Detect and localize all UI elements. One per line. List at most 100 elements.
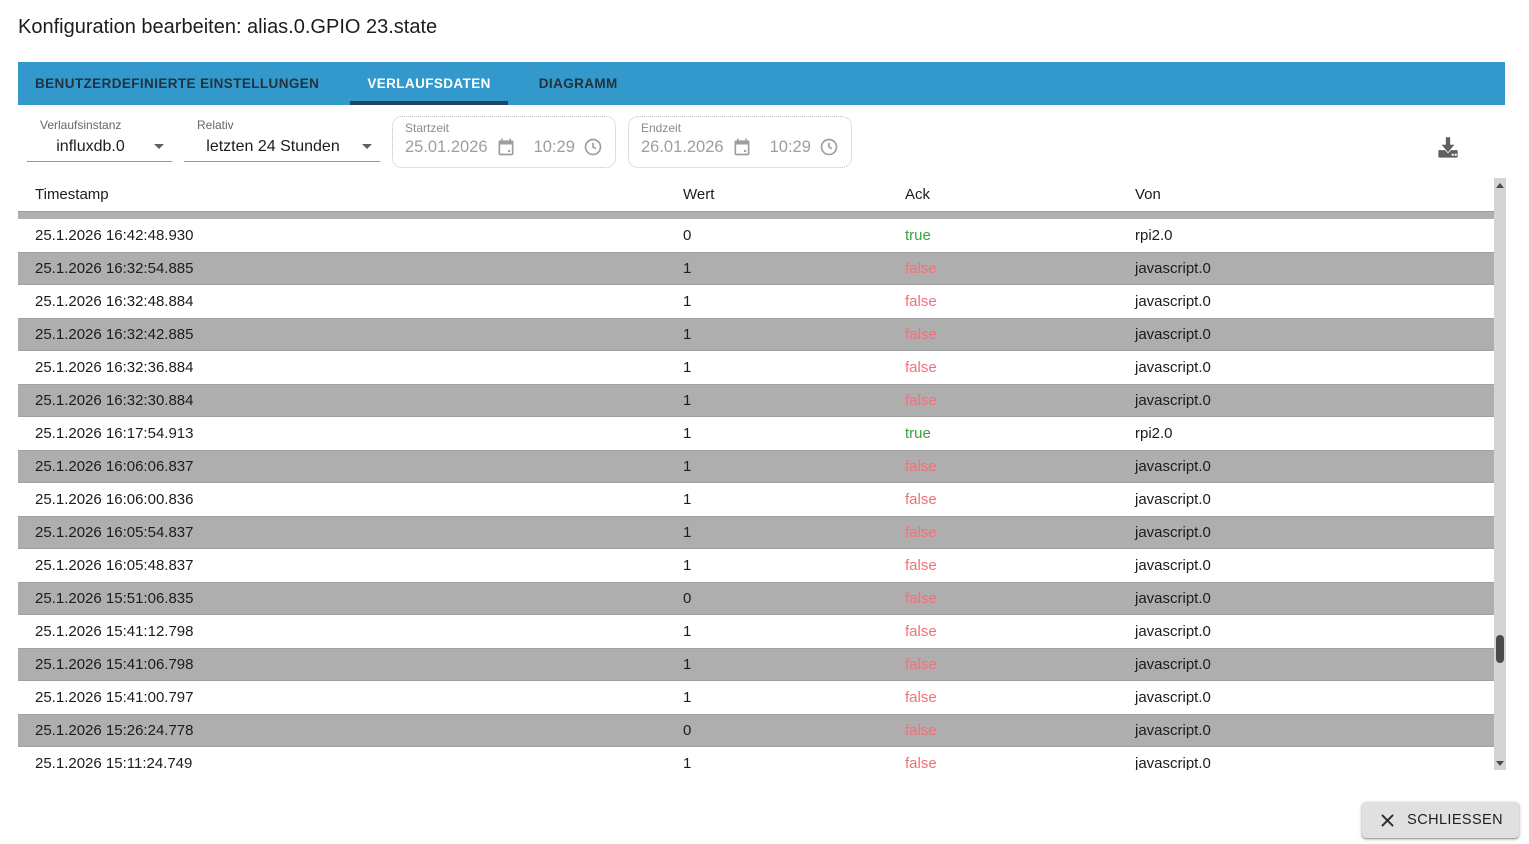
cell-von: rpi2.0	[1135, 227, 1173, 244]
cell-ack: false	[905, 557, 937, 574]
table-row: 25.1.2026 16:32:36.884 1 false javascrip…	[18, 351, 1494, 384]
table-row: 25.1.2026 16:32:48.884 1 false javascrip…	[18, 285, 1494, 318]
table-body: 25.1.2026 16:42:48.930 0 true rpi2.0 25.…	[18, 219, 1494, 770]
close-button-label: SCHLIESSEN	[1407, 812, 1503, 828]
cell-ack: false	[905, 260, 937, 277]
filter-toolbar: Verlaufsinstanz influxdb.0 Relativ letzt…	[18, 110, 1505, 176]
tab-history-data[interactable]: VERLAUFSDATEN	[350, 62, 507, 105]
dialog-title: Konfiguration bearbeiten: alias.0.GPIO 2…	[18, 16, 438, 38]
cell-ack: false	[905, 722, 937, 739]
cell-timestamp: 25.1.2026 16:32:36.884	[35, 359, 194, 376]
cell-ack: false	[905, 359, 937, 376]
cell-ack: true	[905, 425, 931, 442]
cell-timestamp: 25.1.2026 15:11:24.749	[35, 755, 193, 770]
clock-icon[interactable]	[819, 137, 839, 157]
cell-timestamp: 25.1.2026 16:06:00.836	[35, 491, 194, 508]
cell-timestamp: 25.1.2026 15:41:06.798	[35, 656, 194, 673]
column-header-wert: Wert	[683, 186, 715, 203]
relative-range-select[interactable]: letzten 24 Stunden	[184, 132, 380, 162]
cell-timestamp: 25.1.2026 15:41:00.797	[35, 689, 194, 706]
cell-wert: 1	[683, 557, 692, 574]
table-header-row: Timestamp Wert Ack Von	[18, 178, 1506, 211]
cell-wert: 1	[683, 689, 692, 706]
cell-timestamp: 25.1.2026 16:05:48.837	[35, 557, 194, 574]
cell-ack: false	[905, 491, 937, 508]
start-time-input[interactable]: 10:29	[533, 137, 575, 156]
end-time-label: Endzeit	[641, 121, 682, 135]
cell-timestamp: 25.1.2026 16:05:54.837	[35, 524, 194, 541]
table-row: 25.1.2026 15:41:12.798 1 false javascrip…	[18, 615, 1494, 648]
table-row: 25.1.2026 16:06:00.836 1 false javascrip…	[18, 483, 1494, 516]
cell-timestamp: 25.1.2026 16:42:48.930	[35, 227, 194, 244]
cell-von: javascript.0	[1135, 359, 1211, 376]
table-row: 25.1.2026 15:41:06.798 1 false javascrip…	[18, 648, 1494, 681]
cell-wert: 1	[683, 392, 692, 409]
cell-wert: 1	[683, 623, 692, 640]
cell-wert: 1	[683, 458, 692, 475]
cell-ack: true	[905, 227, 931, 244]
table-scrollbar[interactable]	[1494, 178, 1506, 770]
table-row: 25.1.2026 16:42:48.930 0 true rpi2.0	[18, 219, 1494, 252]
cell-wert: 0	[683, 590, 692, 607]
relative-range-label: Relativ	[197, 118, 234, 132]
cell-wert: 1	[683, 425, 692, 442]
cell-wert: 1	[683, 359, 692, 376]
end-time-input[interactable]: 10:29	[769, 137, 811, 156]
calendar-icon[interactable]	[496, 137, 516, 157]
tab-chart[interactable]: DIAGRAMM	[538, 76, 618, 91]
start-time-label: Startzeit	[405, 121, 450, 135]
cell-timestamp: 25.1.2026 16:06:06.837	[35, 458, 194, 475]
cell-wert: 0	[683, 227, 692, 244]
start-time-fieldset: Startzeit 25.01.2026 10:29	[392, 116, 616, 168]
cell-ack: false	[905, 656, 937, 673]
cell-von: javascript.0	[1135, 623, 1211, 640]
scrollbar-thumb[interactable]	[1496, 635, 1504, 663]
cell-von: javascript.0	[1135, 392, 1211, 409]
cell-ack: false	[905, 326, 937, 343]
cell-von: javascript.0	[1135, 260, 1211, 277]
history-table: Timestamp Wert Ack Von 25.1.2026 16:42:4…	[18, 178, 1506, 770]
tab-custom-settings[interactable]: BENUTZERDEFINIERTE EINSTELLUNGEN	[35, 76, 320, 91]
history-instance-label: Verlaufsinstanz	[40, 118, 122, 132]
cell-ack: false	[905, 392, 937, 409]
column-header-von: Von	[1135, 186, 1161, 203]
cell-von: javascript.0	[1135, 326, 1211, 343]
end-date-input[interactable]: 26.01.2026	[641, 137, 724, 156]
table-row: 25.1.2026 16:05:48.837 1 false javascrip…	[18, 549, 1494, 582]
download-button[interactable]	[1428, 128, 1468, 168]
cell-ack: false	[905, 689, 937, 706]
history-instance-select-group: Verlaufsinstanz influxdb.0	[27, 118, 172, 162]
cell-von: javascript.0	[1135, 293, 1211, 310]
start-date-input[interactable]: 25.01.2026	[405, 137, 488, 156]
table-row: 25.1.2026 16:32:54.885 1 false javascrip…	[18, 252, 1494, 285]
cell-ack: false	[905, 524, 937, 541]
cell-wert: 1	[683, 260, 692, 277]
clock-icon[interactable]	[583, 137, 603, 157]
cell-ack: false	[905, 293, 937, 310]
cell-wert: 1	[683, 293, 692, 310]
cell-wert: 1	[683, 326, 692, 343]
cell-timestamp: 25.1.2026 16:32:48.884	[35, 293, 194, 310]
column-header-ack: Ack	[905, 186, 931, 203]
caret-down-icon	[154, 144, 164, 149]
cell-ack: false	[905, 458, 937, 475]
relative-range-select-group: Relativ letzten 24 Stunden	[184, 118, 380, 162]
cell-timestamp: 25.1.2026 15:26:24.778	[35, 722, 194, 739]
cell-ack: false	[905, 590, 937, 607]
cell-wert: 0	[683, 722, 692, 739]
table-row: 25.1.2026 15:11:24.749 1 false javascrip…	[18, 747, 1494, 770]
close-button[interactable]: SCHLIESSEN	[1362, 802, 1519, 838]
cell-ack: false	[905, 755, 937, 770]
history-instance-select[interactable]: influxdb.0	[27, 132, 172, 162]
cell-wert: 1	[683, 491, 692, 508]
cell-von: rpi2.0	[1135, 425, 1173, 442]
cell-timestamp: 25.1.2026 15:51:06.835	[35, 590, 194, 607]
table-row: 25.1.2026 15:41:00.797 1 false javascrip…	[18, 681, 1494, 714]
cell-wert: 1	[683, 755, 692, 770]
calendar-icon[interactable]	[732, 137, 752, 157]
clipped-row-strip	[18, 211, 1494, 219]
scroll-down-icon[interactable]	[1496, 761, 1504, 766]
end-time-fieldset: Endzeit 26.01.2026 10:29	[628, 116, 852, 168]
table-row: 25.1.2026 16:17:54.913 1 true rpi2.0	[18, 417, 1494, 450]
scroll-up-icon[interactable]	[1496, 183, 1504, 188]
